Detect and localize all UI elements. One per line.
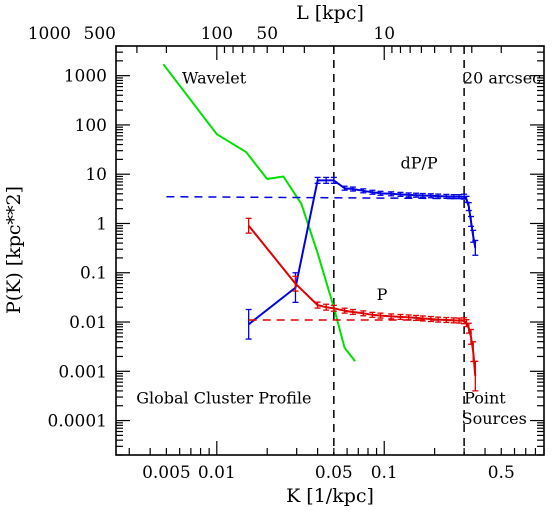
x-tick-label-1: 0.01 xyxy=(198,463,236,483)
annotation-1: 20 arcsec xyxy=(463,68,541,87)
vertical-lines-layer xyxy=(333,46,465,455)
annotation-5: Point xyxy=(464,389,506,408)
annotation-4: Global Cluster Profile xyxy=(136,389,311,408)
y-tick-label-3: 1 xyxy=(96,214,107,234)
series-layer xyxy=(162,63,479,392)
y-tick-label-2: 10 xyxy=(85,165,107,185)
y-tick-label-5: 0.01 xyxy=(69,313,107,333)
top-tick-label-2: 100 xyxy=(201,24,233,44)
x-tick-label-3: 0.1 xyxy=(371,463,398,483)
top-tick-label-0: 1000 xyxy=(28,24,71,44)
y-tick-label-0: 1000 xyxy=(64,67,107,87)
top-tick-label-4: 10 xyxy=(373,24,395,44)
series-line-1 xyxy=(248,179,477,326)
annotation-0: Wavelet xyxy=(182,68,247,87)
annotation-2: dP/P xyxy=(400,154,437,173)
y-tick-label-4: 0.1 xyxy=(80,264,107,284)
top-tick-label-1: 500 xyxy=(84,24,116,44)
x-tick-label-0: 0.005 xyxy=(142,463,191,483)
y-tick-label-1: 100 xyxy=(75,116,107,136)
top-axis-label: L [kpc] xyxy=(296,2,364,24)
x-tick-label-4: 0.5 xyxy=(488,463,515,483)
series-line-3 xyxy=(247,225,477,377)
ticks-layer xyxy=(115,45,545,456)
top-tick-label-3: 50 xyxy=(256,24,278,44)
annotation-6: Sources xyxy=(462,409,527,428)
x-tick-label-2: 0.05 xyxy=(315,463,353,483)
annotation-3: P xyxy=(377,285,388,304)
y-axis-label: P(K) [kpc**2] xyxy=(3,186,25,314)
series-line-2 xyxy=(166,195,465,200)
y-tick-label-7: 0.0001 xyxy=(48,412,107,432)
plot-frame xyxy=(115,45,545,456)
y-tick-label-6: 0.001 xyxy=(58,362,107,382)
series-line-0 xyxy=(162,63,356,362)
x-axis-label: K [1/kpc] xyxy=(286,485,374,507)
